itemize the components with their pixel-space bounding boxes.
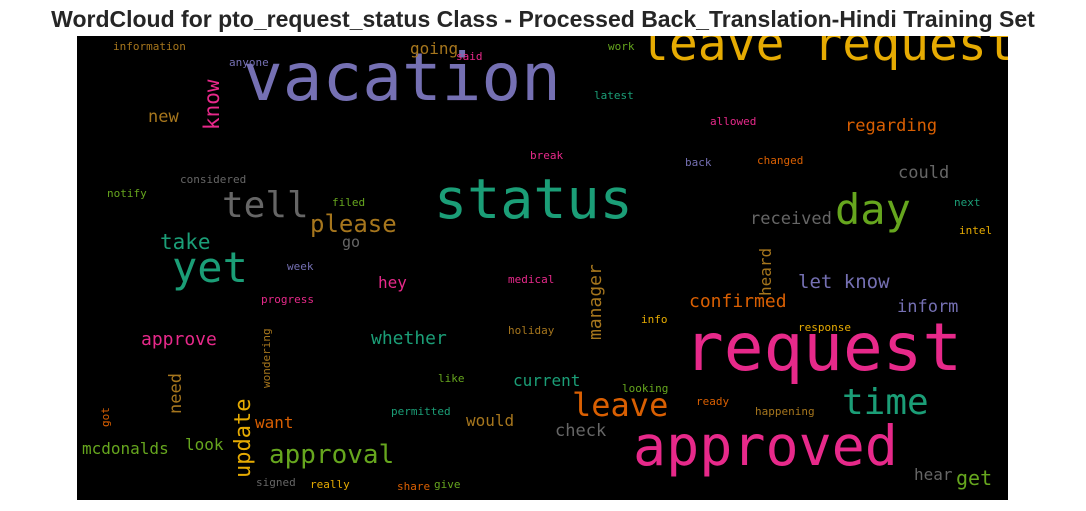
word-holiday: holiday [508, 324, 555, 337]
word-vacation: vacation [243, 39, 561, 116]
word-hear: hear [914, 465, 953, 484]
word-approved: approved [633, 414, 898, 478]
word-happening: happening [755, 405, 815, 418]
word-changed: changed [757, 154, 803, 167]
word-would: would [466, 411, 514, 430]
word-take: take [160, 230, 211, 254]
word-going: going [410, 39, 458, 58]
word-latest: latest [594, 89, 634, 102]
word-yet: yet [172, 243, 248, 292]
word-intel: intel [959, 224, 992, 237]
wordcloud-svg: vacation request approved status leave reque… [82, 16, 1016, 493]
word-time: time [842, 382, 929, 423]
word-tell: tell [222, 185, 309, 226]
word-filed: filed [332, 196, 365, 209]
word-work: work [608, 40, 635, 53]
word-confirmed: confirmed [689, 291, 787, 312]
word-considered: considered [180, 173, 246, 186]
word-info: info [641, 313, 668, 326]
word-said: said [456, 50, 483, 63]
word-allowed: allowed [710, 115, 756, 128]
word-mcdonalds: mcdonalds [82, 439, 169, 458]
word-looking: looking [622, 382, 668, 395]
word-request: request [684, 309, 962, 386]
word-get: get [956, 466, 992, 490]
word-leave: leave [572, 386, 668, 424]
word-inform: inform [897, 297, 958, 317]
word-permitted: permitted [391, 405, 451, 418]
word-need: need [166, 373, 186, 414]
word-know: know [200, 79, 224, 130]
word-status: status [434, 167, 633, 231]
word-whether: whether [371, 328, 447, 349]
word-approval: approval [269, 440, 394, 470]
word-ready: ready [696, 395, 729, 408]
word-go: go [342, 233, 360, 251]
word-look: look [185, 435, 224, 454]
word-manager: manager [585, 264, 606, 340]
word-could: could [898, 163, 949, 183]
word-regarding: regarding [845, 116, 937, 136]
word-heard: heard [756, 248, 775, 296]
word-day: day [835, 185, 911, 234]
word-wondering: wondering [260, 328, 273, 388]
wordcloud-canvas: vacation request approved status leave reque… [77, 16, 1016, 500]
word-let-know: let know [798, 271, 890, 293]
word-information: information [113, 40, 186, 53]
word-like: like [438, 372, 465, 385]
word-break: break [530, 149, 563, 162]
word-notify: notify [107, 187, 147, 200]
word-medical: medical [508, 273, 554, 286]
word-signed: signed [256, 476, 296, 489]
word-week: week [287, 260, 314, 273]
chart-title: WordCloud for pto_request_status Class -… [51, 6, 1035, 32]
word-please: please [310, 210, 397, 238]
word-update: update [231, 399, 256, 478]
word-share: share [397, 480, 430, 493]
word-received: received [750, 209, 832, 229]
word-really: really [310, 478, 350, 491]
word-got: got [99, 407, 112, 427]
word-hey: hey [378, 273, 407, 292]
word-give: give [434, 478, 461, 491]
word-want: want [255, 413, 294, 432]
word-next: next [954, 196, 981, 209]
word-current: current [513, 371, 580, 390]
word-response: response [798, 321, 851, 334]
word-leave-request: leave request [640, 36, 1008, 72]
word-back: back [685, 156, 712, 169]
word-check: check [555, 421, 606, 441]
word-anyone: anyone [229, 56, 269, 69]
word-approve: approve [141, 329, 217, 350]
word-progress: progress [261, 293, 314, 306]
word-new: new [148, 107, 179, 127]
